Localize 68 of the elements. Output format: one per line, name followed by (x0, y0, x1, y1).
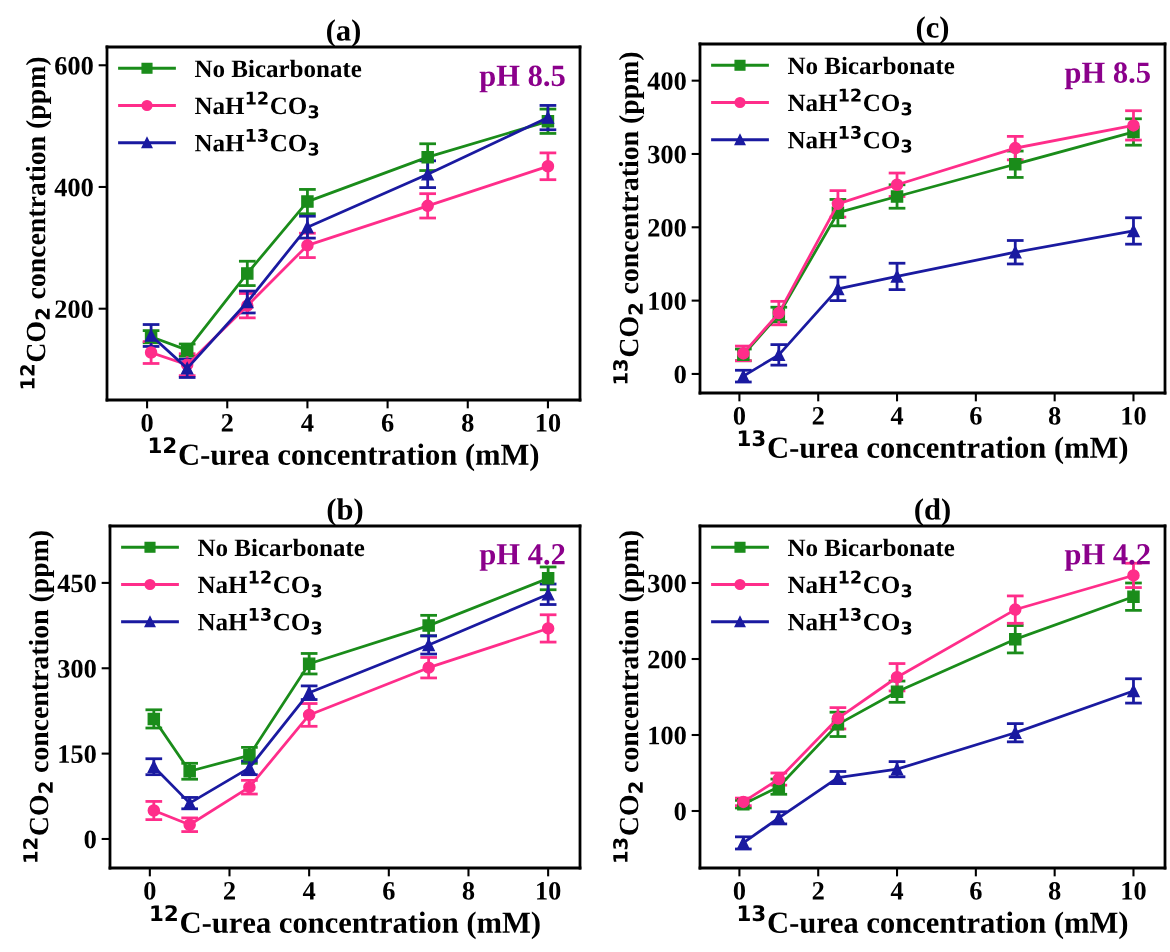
annotation: pH 4.2 (1064, 544, 1150, 571)
chart-title: (c) (916, 16, 949, 44)
y-axis-title: $^{12}$CO$_{2}$ concentration (ppm) (23, 531, 55, 862)
legend-label: No Bicarbonate (787, 56, 955, 75)
x-tick-label: 6 (970, 882, 982, 900)
x-axis-title: $^{12}$C-urea concentration (mM) (149, 437, 539, 472)
x-axis-title: $^{13}$C-urea concentration (mM) (738, 905, 1128, 940)
x-tick-label: 6 (381, 414, 394, 432)
x-tick-label: 4 (302, 882, 316, 900)
chart-title: (d) (915, 498, 950, 526)
x-tick-label: 0 (733, 406, 745, 425)
annotation: pH 8.5 (1064, 62, 1150, 90)
x-tick-label: 10 (1122, 881, 1146, 900)
y-tick-label: 300 (648, 574, 686, 593)
legend-label: NaH$^{13}$CO$_{3}$ (787, 607, 912, 635)
x-tick-label: 6 (383, 882, 395, 900)
x-tick-label: 10 (536, 413, 561, 432)
legend-label: NaH$^{12}$CO$_{3}$ (787, 88, 912, 116)
legend-label: No Bicarbonate (194, 59, 362, 78)
x-axis-title: $^{12}$C-urea concentration (mM) (151, 905, 540, 940)
x-tick-label: 8 (462, 881, 475, 900)
x-tick-label: 8 (1048, 881, 1061, 900)
x-tick-label: 4 (890, 882, 904, 900)
y-tick-label: 200 (55, 300, 93, 319)
x-tick-label: 8 (462, 413, 474, 432)
chart-title: (b) (327, 498, 363, 526)
y-axis-title: $^{13}$CO$_{2}$ concentration (ppm) (613, 531, 645, 862)
x-tick-label: 10 (1122, 406, 1146, 425)
x-tick-label: 0 (733, 881, 745, 900)
x-tick-label: 2 (812, 407, 824, 425)
legend-label: No Bicarbonate (197, 538, 365, 557)
legend-label: NaH$^{13}$CO$_{3}$ (197, 607, 322, 635)
legend-label: No Bicarbonate (787, 538, 955, 557)
x-tick-label: 2 (812, 882, 824, 900)
x-tick-label: 2 (224, 882, 235, 900)
legend-label: NaH$^{13}$CO$_{3}$ (787, 125, 912, 153)
annotation: pH 4.2 (479, 544, 565, 571)
y-tick-label: 400 (647, 72, 686, 91)
annotation: pH 8.5 (479, 65, 565, 93)
x-tick-label: 4 (301, 414, 314, 432)
legend-label: NaH$^{12}$CO$_{3}$ (197, 570, 322, 598)
y-tick-label: 600 (55, 56, 93, 75)
y-tick-label: 100 (649, 726, 686, 745)
x-tick-label: 6 (970, 407, 982, 425)
y-axis-title: $^{12}$CO$_{2}$ concentration (ppm) (20, 57, 52, 389)
y-tick-label: 100 (649, 292, 686, 311)
x-tick-label: 2 (221, 414, 233, 432)
y-axis-title: $^{13}$CO$_{2}$ concentration (ppm) (613, 52, 645, 384)
chart-title: (a) (327, 19, 360, 47)
y-tick-label: 450 (57, 574, 96, 593)
legend-label: NaH$^{12}$CO$_{3}$ (194, 91, 319, 119)
y-tick-label: 300 (648, 145, 686, 164)
y-tick-label: 0 (84, 830, 96, 849)
legend-label: NaH$^{12}$CO$_{3}$ (787, 570, 912, 598)
legend-label: NaH$^{13}$CO$_{3}$ (194, 128, 319, 156)
y-tick-label: 150 (59, 745, 96, 764)
y-tick-label: 200 (648, 650, 686, 669)
y-tick-label: 0 (674, 802, 686, 821)
x-axis-title: $^{13}$C-urea concentration (mM) (738, 430, 1128, 465)
x-tick-label: 10 (537, 881, 561, 900)
y-tick-label: 300 (58, 659, 96, 678)
x-tick-label: 0 (141, 413, 153, 432)
y-tick-label: 400 (54, 178, 93, 197)
x-tick-label: 0 (144, 881, 156, 900)
x-tick-label: 8 (1048, 406, 1061, 425)
y-tick-label: 200 (648, 218, 686, 237)
x-tick-label: 4 (890, 407, 904, 425)
y-tick-label: 0 (674, 365, 686, 384)
